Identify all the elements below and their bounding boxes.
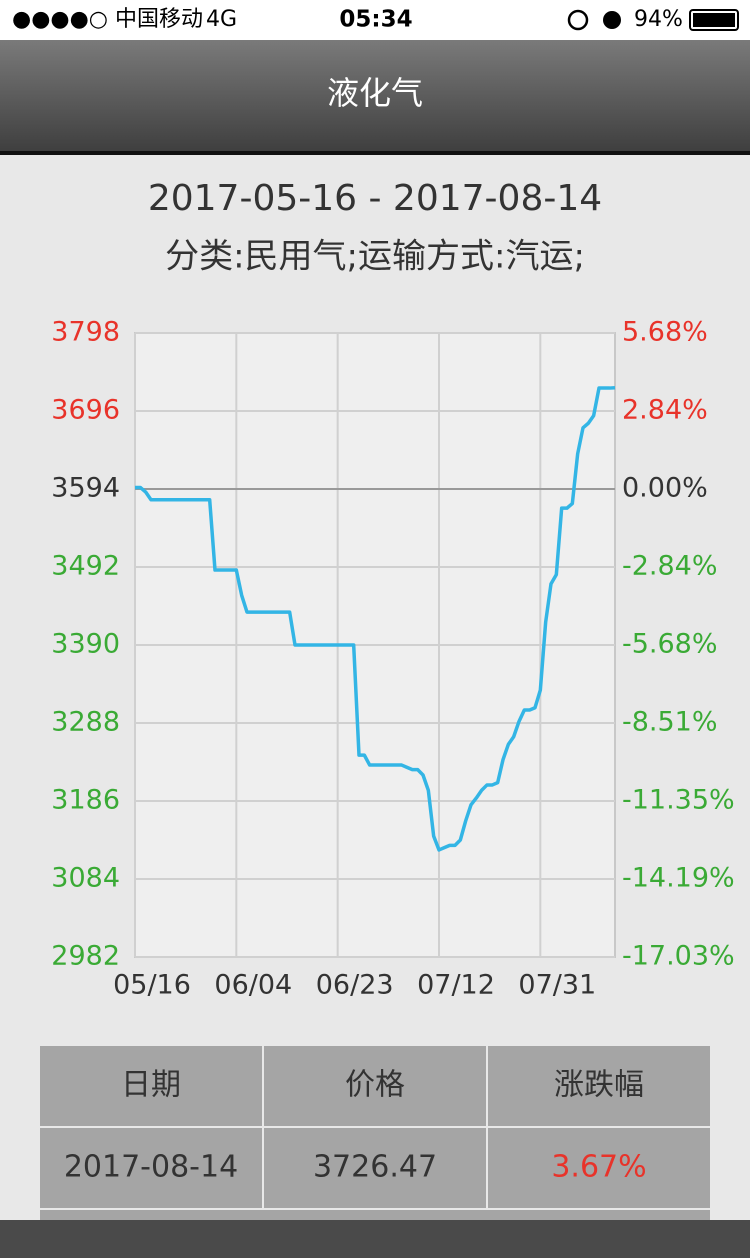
cell-text: 3726.47 bbox=[313, 1150, 437, 1185]
y2-tick-label: -17.03% bbox=[622, 941, 735, 972]
y-tick-label: 3084 bbox=[51, 863, 120, 894]
cell-text: 2017-08-14 bbox=[64, 1150, 238, 1185]
battery-icon bbox=[689, 9, 739, 31]
lock-icon bbox=[567, 9, 589, 31]
y-tick-label: 3288 bbox=[51, 707, 120, 738]
bottom-bar bbox=[0, 1220, 750, 1258]
y-tick-label: 3594 bbox=[51, 473, 120, 504]
y-tick-label: 3696 bbox=[51, 395, 120, 426]
y2-tick-label: 5.68% bbox=[622, 317, 708, 348]
chart: 05/16 06/04 06/23 07/12 07/31 2982 -17.03% 3084… bbox=[51, 317, 734, 1001]
y2-tick-label: 2.84% bbox=[622, 395, 708, 426]
price-line bbox=[135, 385, 616, 852]
y2-tick-label: -8.51% bbox=[622, 706, 718, 737]
chart-subtitle: 分类:民用气;运输方式:汽运; bbox=[165, 237, 585, 277]
alarm-icon bbox=[603, 11, 621, 29]
header-text: 涨跌幅 bbox=[554, 1068, 644, 1103]
x-tick-label: 06/04 bbox=[214, 970, 292, 1001]
x-tick-label: 06/23 bbox=[316, 970, 394, 1001]
battery-text: 94% bbox=[634, 7, 683, 32]
chart-title: 2017-05-16 - 2017-08-14 bbox=[148, 178, 602, 219]
y-tick-label: 3390 bbox=[51, 629, 120, 660]
x-tick-label: 05/16 bbox=[113, 970, 191, 1001]
cell-text: 3.67% bbox=[551, 1150, 646, 1185]
y-tick-label: 3186 bbox=[51, 785, 120, 816]
cell bbox=[40, 1128, 262, 1208]
carrier: ●●●●○ 中国移动 bbox=[12, 7, 203, 32]
nav-border bbox=[0, 151, 750, 155]
nav-title: 液化气 bbox=[327, 74, 423, 112]
table: 日期 价格 涨跌幅 2017-08-14 3726.47 3.67% bbox=[40, 1046, 710, 1208]
y2-tick-label: 0.00% bbox=[622, 473, 708, 504]
network: 4G bbox=[206, 7, 237, 32]
header-cell bbox=[264, 1046, 486, 1126]
header-text: 日期 bbox=[121, 1068, 181, 1103]
y-tick-label: 2982 bbox=[51, 941, 120, 972]
nav-bar bbox=[0, 40, 750, 153]
x-tick-label: 07/31 bbox=[518, 970, 596, 1001]
y2-tick-label: -14.19% bbox=[622, 862, 735, 893]
status-bar bbox=[0, 0, 750, 40]
header-text: 价格 bbox=[345, 1068, 405, 1103]
x-tick-label: 07/12 bbox=[417, 970, 495, 1001]
y-tick-label: 3798 bbox=[51, 317, 120, 348]
header-cell bbox=[40, 1046, 262, 1126]
battery-level bbox=[693, 13, 735, 27]
table-next-row bbox=[40, 1210, 710, 1220]
header-cell bbox=[488, 1046, 710, 1126]
y2-tick-label: -11.35% bbox=[622, 784, 735, 815]
y-tick-label: 3492 bbox=[51, 551, 120, 582]
cell bbox=[264, 1128, 486, 1208]
y2-tick-label: -2.84% bbox=[622, 551, 718, 582]
y2-tick-label: -5.68% bbox=[622, 629, 718, 660]
cell bbox=[488, 1128, 710, 1208]
time: 05:34 bbox=[339, 7, 412, 33]
